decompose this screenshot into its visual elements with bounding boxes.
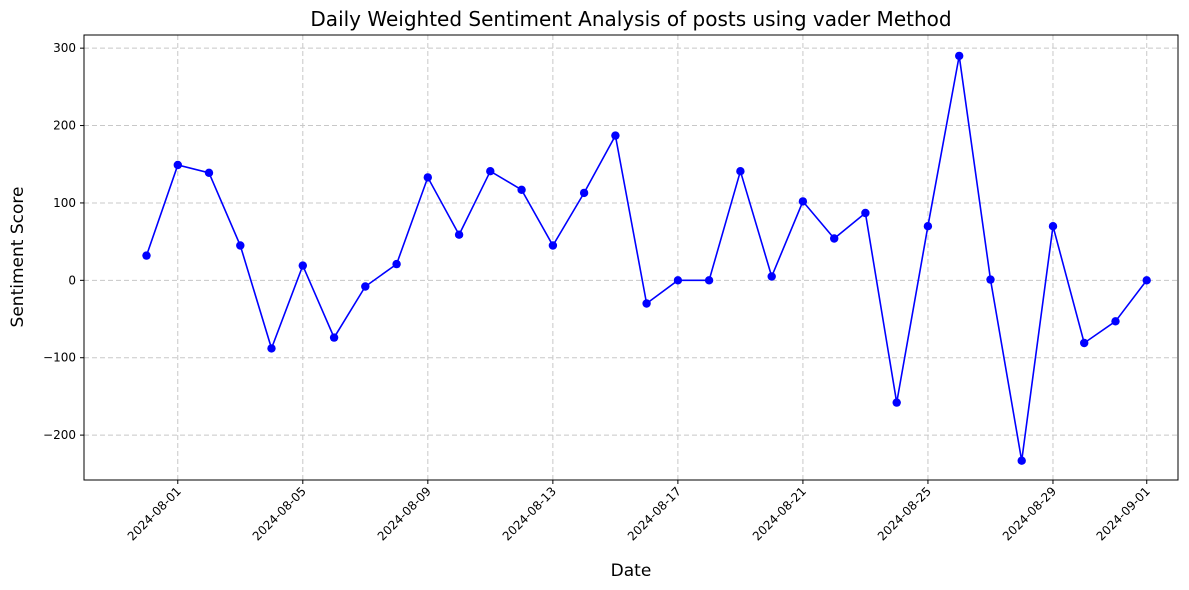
grid-lines [84, 35, 1178, 480]
data-point [611, 131, 620, 140]
data-point [204, 168, 214, 177]
data-point [704, 276, 714, 285]
y-axis: −200 −100 0 100 200 300 [43, 41, 84, 442]
data-point [517, 185, 526, 194]
data-point [361, 282, 370, 291]
data-point [673, 276, 683, 285]
data-point [1111, 317, 1120, 326]
data-point [830, 234, 839, 243]
data-point [173, 160, 182, 170]
data-point [579, 188, 589, 198]
data-point [236, 241, 245, 250]
y-tick-label: 300 [53, 41, 76, 55]
data-point [642, 299, 651, 308]
data-point [329, 333, 339, 342]
y-tick-label: −100 [43, 351, 76, 365]
chart-title: Daily Weighted Sentiment Analysis of pos… [310, 7, 951, 31]
data-point [486, 167, 495, 176]
x-axis-label: Date [611, 561, 652, 581]
data-point [1142, 276, 1151, 285]
data-point [1080, 338, 1089, 348]
data-point [423, 173, 432, 182]
y-tick-label: 0 [68, 273, 76, 287]
data-point [1048, 222, 1058, 231]
data-point [861, 208, 870, 218]
data-point [892, 398, 901, 407]
data-point [142, 251, 151, 260]
y-tick-label: −200 [43, 428, 76, 442]
data-point [298, 261, 307, 270]
data-point [736, 167, 745, 176]
y-tick-label: 200 [53, 119, 76, 133]
series-sentiment [142, 51, 1151, 465]
y-tick-label: 100 [53, 196, 76, 210]
data-point [986, 275, 995, 284]
data-point [454, 230, 464, 239]
data-point [267, 344, 276, 353]
data-point [923, 222, 933, 231]
data-point [767, 272, 776, 281]
data-point [955, 51, 964, 61]
data-point [392, 259, 401, 269]
data-point [548, 241, 558, 250]
plot-frame [83, 34, 1179, 481]
data-point [1017, 456, 1026, 465]
data-point [798, 197, 808, 206]
y-axis-label: Sentiment Score [8, 187, 28, 328]
